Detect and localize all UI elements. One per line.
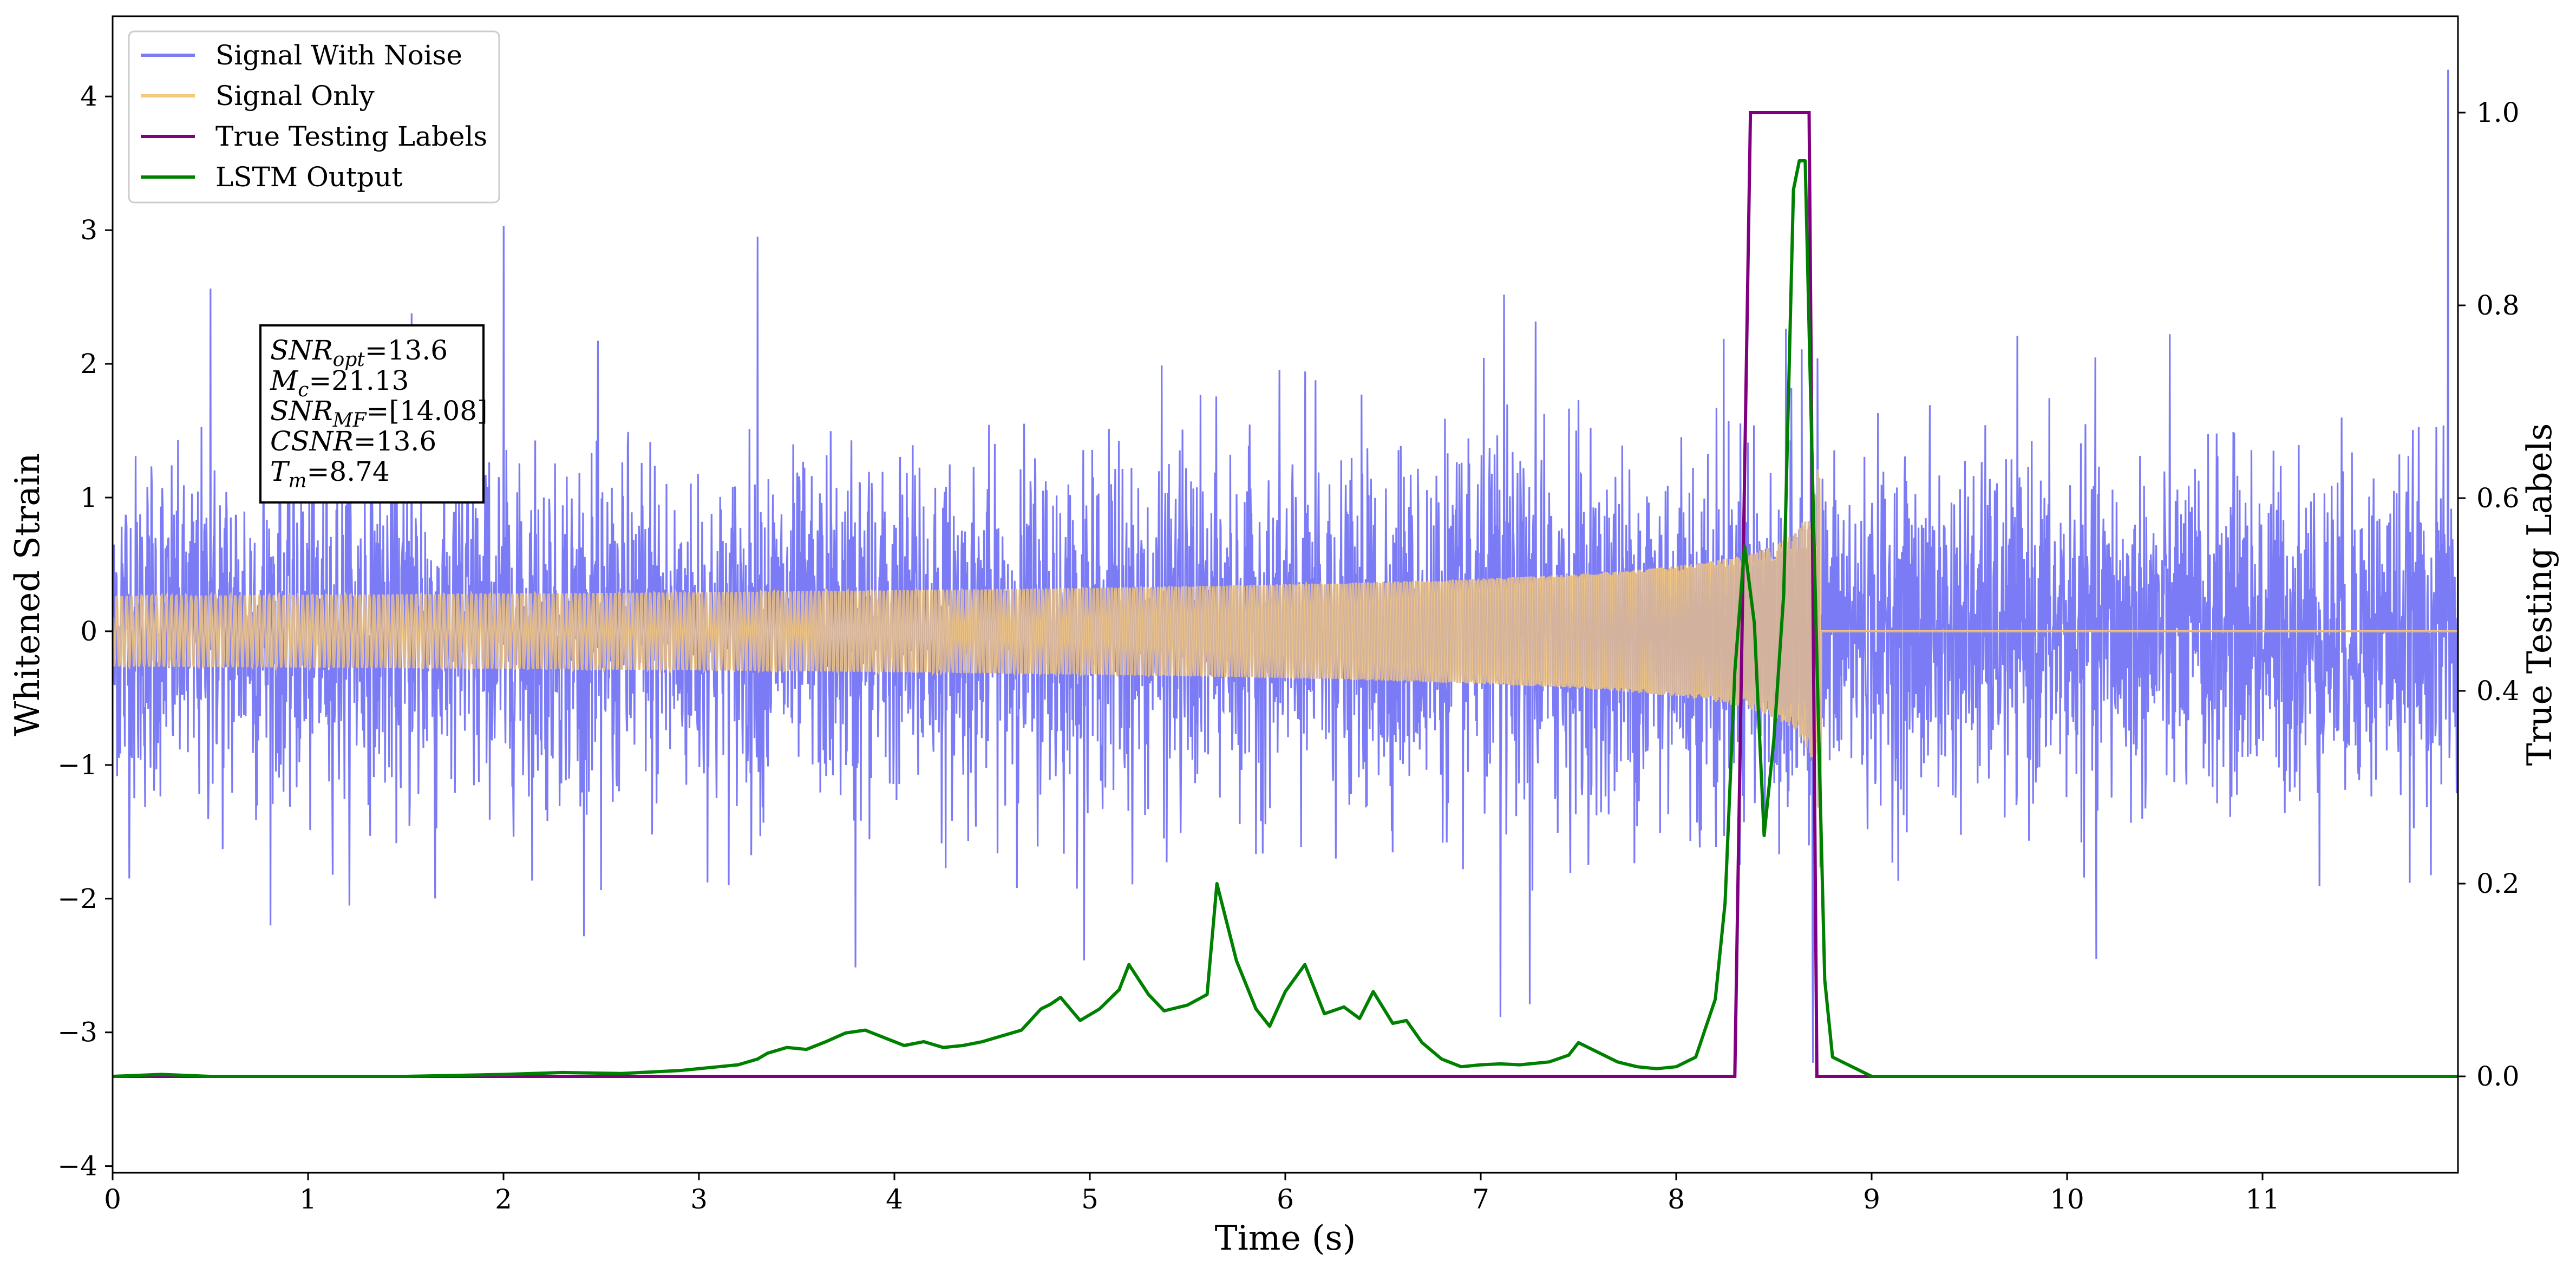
legend-box — [128, 30, 500, 204]
y-tick-label: −1 — [57, 749, 97, 781]
x-tick-label: 11 — [2245, 1184, 2280, 1215]
annotation-line: Tm=8.74 — [270, 456, 390, 492]
x-tick-label: 2 — [495, 1184, 512, 1215]
x-tick-label: 10 — [2050, 1184, 2084, 1215]
annotation-line: CSNR=13.6 — [270, 426, 436, 457]
y-tick-label: 2 — [80, 348, 97, 380]
axes: 0 1 2 3 4 5 6 7 8 9 10 11 −4 −3 −2 −1 0 1 2 3 4 0.0 0.2 0.4 0.6 0… — [57, 15, 2520, 1215]
y2-tick-label: 0.2 — [2476, 868, 2520, 899]
x-tick-label: 9 — [1863, 1184, 1880, 1215]
x-axis-label: Time (s) — [1215, 1218, 1356, 1258]
legend-label: LSTM Output — [215, 161, 402, 193]
y-tick-label: −3 — [57, 1017, 97, 1048]
y-tick-label: −2 — [57, 883, 97, 914]
y-tick-label: 4 — [80, 81, 97, 112]
annotation-line: SNRMF=[14.08] — [270, 395, 488, 432]
y-tick-label: 1 — [80, 482, 97, 513]
annotation-line: Mc=21.13 — [270, 365, 409, 401]
x-tick-label: 1 — [299, 1184, 317, 1215]
y-tick-label: 3 — [80, 214, 97, 246]
lstm-output-line — [113, 159, 2458, 1078]
y-axis-label: Whitened Strain — [8, 453, 47, 736]
x-tick-label: 5 — [1081, 1184, 1099, 1215]
x-tick-label: 4 — [886, 1184, 903, 1215]
x-tick-label: 8 — [1668, 1184, 1685, 1215]
y2-axis-label: True Testing Labels — [2520, 423, 2559, 766]
signal-overlap-shade — [113, 469, 2458, 867]
legend-label: Signal With Noise — [215, 40, 462, 71]
annotation-box: SNRopt=13.6Mc=21.13SNRMF=[14.08]CSNR=13.… — [259, 324, 488, 504]
y2-tick-label: 0.4 — [2476, 675, 2520, 707]
x-tick-label: 0 — [104, 1184, 121, 1215]
y-tick-label: −4 — [57, 1151, 97, 1182]
x-tick-label: 6 — [1277, 1184, 1294, 1215]
y2-tick-label: 1.0 — [2476, 97, 2520, 128]
legend-label: True Testing Labels — [215, 121, 487, 152]
signal-only-line — [113, 469, 2458, 868]
annotation-line: SNRopt=13.6 — [270, 335, 448, 371]
legend-label: Signal Only — [215, 80, 375, 112]
x-tick-label: 3 — [690, 1184, 708, 1215]
y2-tick-label: 0.0 — [2476, 1061, 2520, 1092]
y2-tick-label: 0.6 — [2476, 482, 2520, 514]
plot-area — [113, 69, 2458, 1078]
legend: Signal With Noise Signal Only True Testing… — [128, 30, 500, 204]
annotation-frame — [259, 324, 485, 504]
y2-tick-label: 0.8 — [2476, 290, 2520, 321]
y-tick-label: 0 — [80, 616, 97, 647]
x-tick-label: 7 — [1472, 1184, 1489, 1215]
signal-with-noise-line — [113, 69, 2458, 1063]
